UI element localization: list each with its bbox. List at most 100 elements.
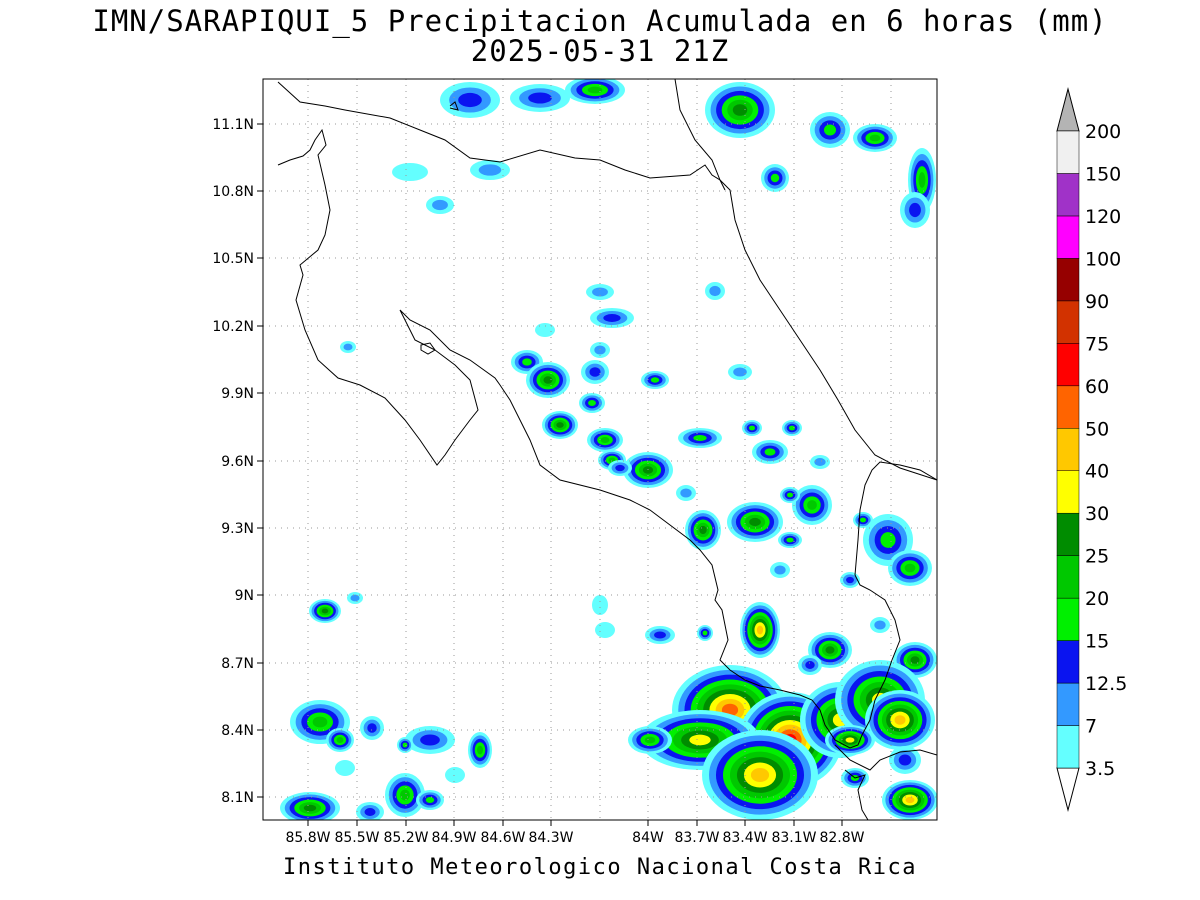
precip-cell xyxy=(904,563,916,573)
colorbar-segment xyxy=(1056,470,1080,514)
graticule xyxy=(263,79,937,820)
precip-cell xyxy=(880,532,896,548)
precip-cell xyxy=(556,422,564,428)
lon-tick-label: 84.3W xyxy=(528,830,573,846)
precip-cell xyxy=(589,367,601,377)
colorbar-label: 40 xyxy=(1085,461,1109,483)
lon-tick-label: 84.6W xyxy=(480,830,525,846)
precip-cell xyxy=(336,737,344,743)
colorbar-segment xyxy=(1056,385,1080,429)
panama-coast xyxy=(844,769,869,820)
colorbar-label: 50 xyxy=(1085,418,1109,440)
lon-tick-label: 84.9W xyxy=(431,830,476,846)
precip-cell xyxy=(535,323,555,337)
precip-cell xyxy=(774,565,786,575)
colorbar-segment xyxy=(1056,640,1080,684)
lat-tick-label: 9.3N xyxy=(221,521,254,537)
precip-cell xyxy=(420,734,440,746)
caribbean-coast xyxy=(674,79,937,481)
precip-cell xyxy=(321,608,329,614)
precip-cell xyxy=(592,287,608,297)
precip-cell xyxy=(732,104,748,116)
precip-cell xyxy=(312,716,328,728)
colorbar-label: 75 xyxy=(1085,333,1109,355)
precip-cell xyxy=(750,767,770,783)
precip-cell xyxy=(709,285,721,297)
precip-cell xyxy=(905,796,915,804)
precip-cell xyxy=(680,488,692,498)
precip-cell xyxy=(543,376,553,384)
colorbar-bottom-arrow xyxy=(1056,767,1080,812)
lon-tick-label: 83.1W xyxy=(771,830,816,846)
colorbar-segment xyxy=(1056,428,1080,471)
colorbar-label: 60 xyxy=(1085,376,1109,398)
precip-cell xyxy=(425,796,435,804)
colorbar-segment xyxy=(1056,512,1080,556)
precip-cell xyxy=(603,314,621,322)
colorbar-label: 200 xyxy=(1085,121,1121,143)
precip-cell xyxy=(825,646,835,654)
precip-cell xyxy=(400,789,410,801)
precip-cell xyxy=(392,163,428,181)
precip-cell xyxy=(350,594,360,602)
colorbar-segment xyxy=(1056,682,1080,726)
precip-cell xyxy=(594,345,606,355)
precip-cell xyxy=(869,134,881,142)
colorbar-label: 3.5 xyxy=(1085,758,1115,780)
precip-cell xyxy=(364,808,376,816)
colorbar-segment xyxy=(1056,173,1080,217)
precip-cell xyxy=(786,537,794,543)
precip-cell xyxy=(733,367,747,377)
precip-cell xyxy=(432,199,448,211)
map-border xyxy=(262,78,938,821)
colorbar-label: 90 xyxy=(1085,291,1109,313)
institution-footer: Instituto Meteorologico Nacional Costa R… xyxy=(282,855,918,880)
lon-tick-label: 84W xyxy=(632,830,664,846)
lat-tick-label: 9N xyxy=(235,588,254,604)
precip-cell xyxy=(642,466,654,474)
precip-cell xyxy=(859,517,867,523)
lat-tick-label: 10.5N xyxy=(212,251,254,267)
lon-tick-label: 82.8W xyxy=(819,830,864,846)
colorbar-segment xyxy=(1056,343,1080,387)
colorbar-label: 120 xyxy=(1085,206,1121,228)
precip-cell xyxy=(702,630,708,636)
precip-cell xyxy=(756,625,764,635)
pacific-coast xyxy=(277,128,937,749)
lon-tick-label: 83.4W xyxy=(722,830,767,846)
lat-tick-label: 9.6N xyxy=(221,454,254,470)
colorbar-label: 150 xyxy=(1085,163,1121,185)
colorbar-segment xyxy=(1056,215,1080,259)
lat-tick-label: 9.9N xyxy=(221,386,254,402)
precip-cell xyxy=(693,434,707,442)
colorbar-label: 30 xyxy=(1085,503,1109,525)
precip-cell xyxy=(764,448,776,456)
lat-tick-label: 11.1N xyxy=(212,117,254,133)
precip-cell xyxy=(898,754,912,766)
precip-cell xyxy=(588,399,596,407)
precip-cell xyxy=(303,804,317,812)
precip-cell xyxy=(788,425,796,431)
lake-outline xyxy=(449,101,459,111)
lat-tick-label: 8.7N xyxy=(221,656,254,672)
precip-cell xyxy=(600,437,610,443)
precip-cell xyxy=(814,458,826,466)
precip-cell xyxy=(445,767,465,783)
precip-cell xyxy=(699,525,707,535)
coastline xyxy=(277,79,937,820)
precip-cell xyxy=(335,760,355,776)
precip-cell xyxy=(592,595,608,615)
lon-tick-label: 85.8W xyxy=(285,830,330,846)
precip-cell xyxy=(918,172,926,188)
precip-cell xyxy=(807,500,817,510)
colorbar-label: 20 xyxy=(1085,588,1109,610)
precip-cell xyxy=(689,734,711,746)
precip-cell xyxy=(770,173,780,183)
colorbar-segment xyxy=(1056,555,1080,599)
precip-cell xyxy=(749,517,761,527)
panama-border xyxy=(834,744,937,771)
border-line xyxy=(277,81,726,191)
lat-tick-label: 8.1N xyxy=(221,790,254,806)
colorbar-segment xyxy=(1056,597,1080,641)
colorbar-segment xyxy=(1056,300,1080,344)
